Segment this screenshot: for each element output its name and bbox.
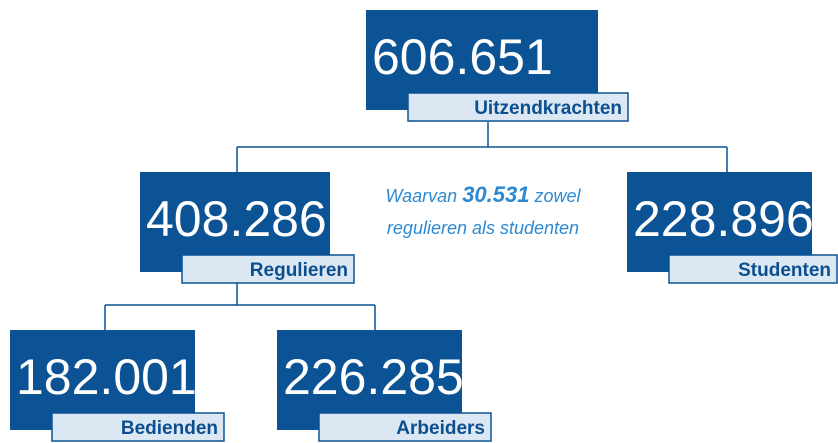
node-value: 408.286 — [146, 191, 327, 247]
node-label: Arbeiders — [396, 418, 485, 439]
connector — [236, 122, 728, 172]
note-line: regulieren als studenten — [387, 218, 579, 238]
node-label: Studenten — [738, 260, 831, 281]
node-label: Regulieren — [250, 260, 348, 281]
node-label: Bedienden — [121, 418, 218, 439]
node-label: Uitzendkrachten — [474, 98, 622, 119]
node-value: 182.001 — [16, 349, 197, 405]
node-label-box — [407, 92, 629, 122]
node-value: 226.285 — [283, 349, 464, 405]
connector — [104, 281, 376, 330]
note-number: 30.531 — [462, 182, 529, 207]
node-value: 228.896 — [633, 191, 814, 247]
note-text: Waarvan — [385, 186, 457, 206]
node-value: 606.651 — [372, 29, 553, 85]
node-label-box — [668, 254, 838, 284]
node-label-box — [318, 412, 492, 442]
node-label-box — [51, 412, 225, 442]
node-label-box — [181, 254, 355, 284]
note-line: Waarvan 30.531 zowel — [385, 182, 581, 207]
note-text: zowel — [534, 186, 582, 206]
